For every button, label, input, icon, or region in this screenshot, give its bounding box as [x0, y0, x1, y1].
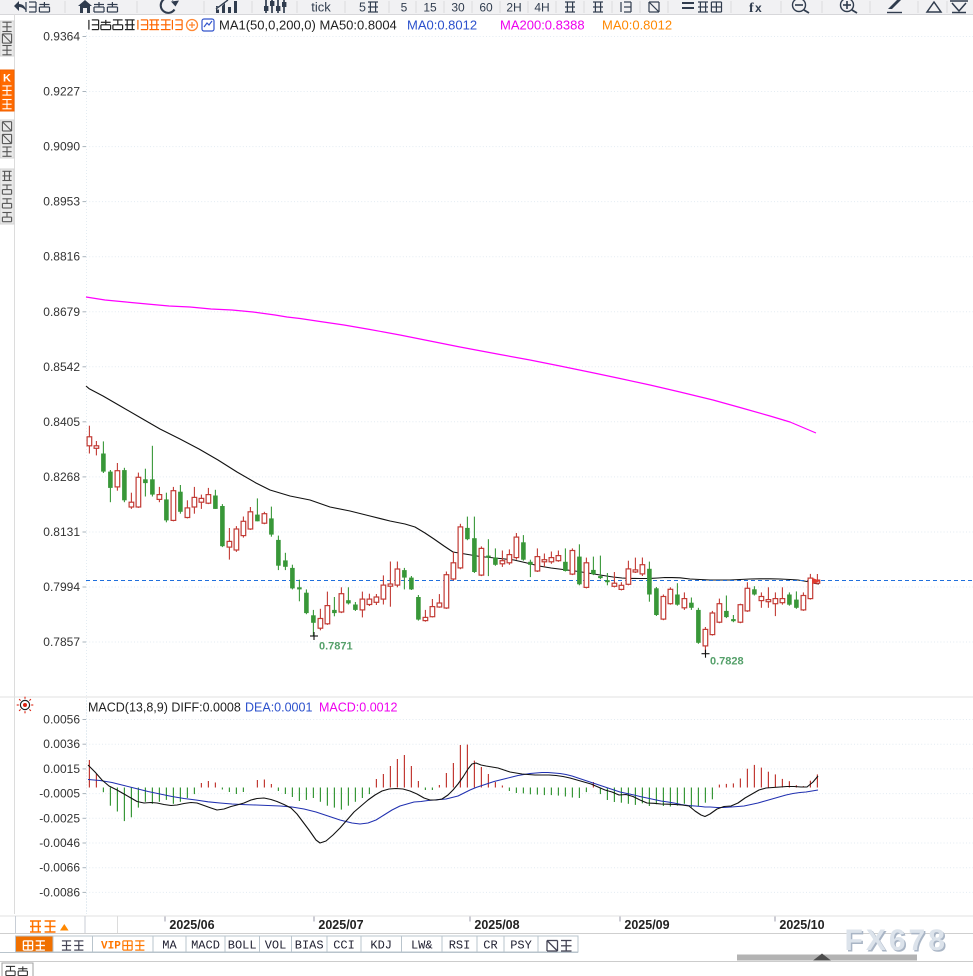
svg-text:CR: CR	[483, 939, 497, 953]
svg-text:0.0015: 0.0015	[43, 762, 80, 776]
svg-text:2025/10: 2025/10	[779, 918, 824, 932]
svg-text:PSY: PSY	[510, 939, 532, 953]
svg-text:-0.0005: -0.0005	[39, 787, 80, 801]
svg-text:-0.0086: -0.0086	[39, 885, 80, 899]
svg-text:MA1(50,0,200,0) MA50:0.8004: MA1(50,0,200,0) MA50:0.8004	[219, 18, 397, 33]
svg-text:60: 60	[479, 1, 493, 15]
svg-text:0.9364: 0.9364	[43, 30, 80, 44]
svg-text:5: 5	[359, 1, 366, 15]
svg-text:0.0056: 0.0056	[43, 713, 80, 727]
svg-text:0.8131: 0.8131	[43, 525, 80, 539]
svg-text:MA: MA	[162, 939, 177, 953]
svg-text:K: K	[3, 72, 11, 84]
svg-text:0.8816: 0.8816	[43, 250, 80, 264]
svg-text:FX678: FX678	[846, 926, 949, 959]
svg-text:MACD: MACD	[191, 939, 220, 953]
svg-text:x: x	[755, 1, 762, 15]
svg-text:MA0:0.8012: MA0:0.8012	[407, 18, 477, 33]
svg-text:0.8953: 0.8953	[43, 195, 80, 209]
svg-text:VOL: VOL	[265, 939, 287, 953]
svg-text:2025/06: 2025/06	[169, 918, 214, 932]
svg-text:DEA:0.0001: DEA:0.0001	[245, 701, 312, 715]
svg-text:0.8405: 0.8405	[43, 415, 80, 429]
svg-text:0.9227: 0.9227	[43, 85, 80, 99]
svg-text:tick: tick	[311, 0, 331, 15]
svg-text:4H: 4H	[534, 1, 549, 15]
svg-text:LW&: LW&	[411, 939, 433, 953]
svg-text:RSI: RSI	[449, 939, 471, 953]
svg-text:-0.0066: -0.0066	[39, 861, 80, 875]
svg-text:2025/07: 2025/07	[318, 918, 363, 932]
svg-text:2025/09: 2025/09	[624, 918, 669, 932]
svg-text:VIP: VIP	[101, 941, 121, 953]
svg-text:2025/08: 2025/08	[474, 918, 519, 932]
svg-text:MACD(13,8,9) DIFF:0.0008: MACD(13,8,9) DIFF:0.0008	[88, 701, 241, 715]
svg-text:-0.0046: -0.0046	[39, 836, 80, 850]
svg-text:0.8268: 0.8268	[43, 470, 80, 484]
svg-text:FX678: FX678	[845, 924, 948, 957]
svg-text:CCI: CCI	[333, 939, 355, 953]
svg-text:0.7994: 0.7994	[43, 580, 80, 594]
svg-text:0.7857: 0.7857	[43, 635, 80, 649]
svg-text:5: 5	[401, 1, 408, 15]
svg-text:15: 15	[423, 1, 437, 15]
svg-text:-0.0025: -0.0025	[39, 811, 80, 825]
svg-text:MA0:0.8012: MA0:0.8012	[602, 18, 672, 33]
svg-text:BOLL: BOLL	[228, 939, 257, 953]
svg-text:0.8679: 0.8679	[43, 305, 80, 319]
svg-text:MACD:0.0012: MACD:0.0012	[319, 701, 398, 715]
svg-text:2H: 2H	[506, 1, 521, 15]
svg-text:BIAS: BIAS	[295, 939, 324, 953]
svg-text:0.7871: 0.7871	[319, 641, 353, 653]
svg-text:KDJ: KDJ	[370, 939, 392, 953]
svg-text:30: 30	[451, 1, 465, 15]
svg-text:0.0036: 0.0036	[43, 737, 80, 751]
svg-text:f: f	[749, 1, 754, 16]
svg-text:0.7828: 0.7828	[710, 656, 744, 668]
svg-text:0.9090: 0.9090	[43, 140, 80, 154]
svg-text:MA200:0.8388: MA200:0.8388	[500, 18, 585, 33]
svg-text:0.8542: 0.8542	[43, 360, 80, 374]
